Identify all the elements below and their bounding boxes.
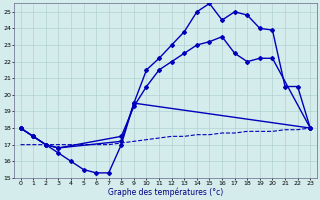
X-axis label: Graphe des températures (°c): Graphe des températures (°c) [108,187,223,197]
